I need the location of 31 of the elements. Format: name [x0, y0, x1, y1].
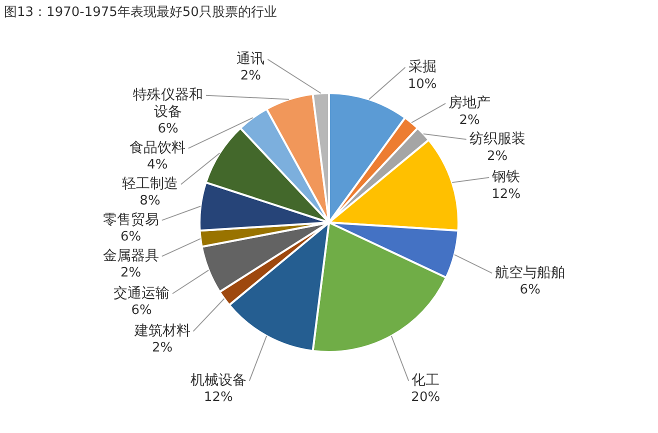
slice-label: 食品饮料 [129, 140, 186, 156]
slice-label: 房地产 [448, 95, 491, 112]
data-label: 12% [204, 390, 233, 406]
data-label: 6% [131, 303, 152, 318]
data-label: 2% [459, 112, 480, 128]
slice-label: 零售贸易 [102, 212, 159, 228]
chart-title: 图13：1970-1975年表现最好50只股票的行业 [4, 4, 277, 21]
slice-label: 通讯 [236, 50, 265, 67]
slice-label: 金属器具 [102, 248, 159, 264]
slice-label: 特殊仪器和设备 [133, 86, 204, 120]
data-label: 10% [408, 76, 437, 92]
data-label: 20% [411, 390, 440, 406]
data-label: 12% [492, 186, 521, 202]
data-label: 6% [158, 122, 178, 137]
slice-label: 机械设备 [190, 372, 246, 388]
data-label: 2% [120, 266, 142, 281]
data-label: 2% [152, 340, 173, 356]
data-label: 2% [487, 148, 508, 164]
data-label: 8% [140, 194, 160, 209]
slice-label: 钢铁 [491, 169, 520, 186]
data-label: 6% [520, 282, 540, 298]
slice-label: 交通运输 [114, 285, 170, 302]
slice-label: 化工 [412, 372, 440, 388]
data-label: 4% [147, 158, 168, 173]
slice-label: 建筑材料 [133, 322, 190, 339]
data-label: 6% [120, 230, 142, 245]
data-label: 2% [240, 68, 261, 84]
slice-label: 纺织服装 [469, 131, 526, 148]
slice-label: 轻工制造 [122, 176, 178, 192]
slice-label: 航空与船舶 [495, 264, 566, 281]
slice-label: 采掘 [408, 59, 436, 76]
